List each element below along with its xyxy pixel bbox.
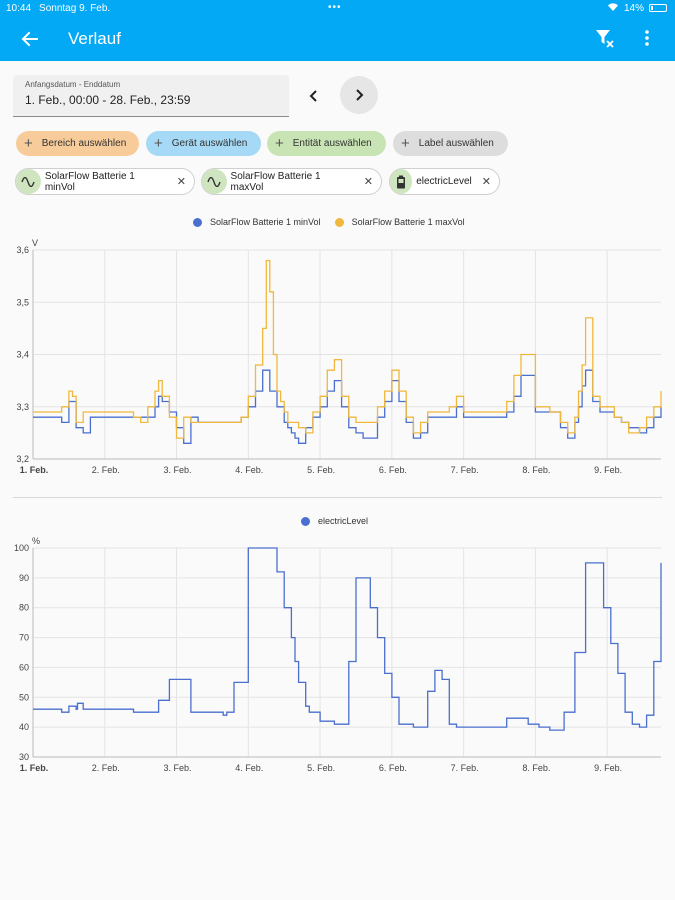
- legend-item-electriclevel[interactable]: electricLevel: [301, 516, 368, 526]
- battery-percent: 14%: [623, 2, 644, 14]
- next-range-button[interactable]: [340, 76, 378, 114]
- legend-item-maxvol[interactable]: SolarFlow Batterie 1 maxVol: [334, 217, 465, 227]
- legend-swatch: [301, 516, 310, 526]
- entity-chip-minvol[interactable]: SolarFlow Batterie 1 minVol ✕: [15, 168, 195, 195]
- x-tick-label: 5. Feb.: [307, 465, 335, 475]
- chevron-right-icon: [356, 89, 364, 101]
- status-time: 10:44: [6, 2, 32, 14]
- y-tick-label: 60: [19, 662, 29, 672]
- plus-icon: +: [154, 135, 163, 152]
- x-tick-label: 7. Feb.: [451, 763, 479, 773]
- y-tick-label: 3,5: [16, 297, 29, 307]
- add-area-chip[interactable]: + Bereich auswählen: [16, 131, 139, 156]
- y-tick-label: 80: [19, 603, 29, 613]
- voltage-chart-legend: SolarFlow Batterie 1 minVol SolarFlow Ba…: [193, 217, 479, 227]
- entity-chip-label: SolarFlow Batterie 1 minVol: [44, 170, 135, 193]
- sine-wave-icon: [16, 169, 41, 194]
- y-tick-label: 90: [19, 573, 29, 583]
- page-title: Verlauf: [68, 28, 121, 48]
- x-tick-label: 8. Feb.: [522, 763, 550, 773]
- x-tick-label: 8. Feb.: [522, 465, 550, 475]
- status-date: Sonntag 9. Feb.: [39, 2, 111, 14]
- entity-chip-label: electricLevel: [416, 176, 472, 187]
- legend-item-minvol[interactable]: SolarFlow Batterie 1 minVol: [193, 217, 321, 227]
- status-bar: 10:44 Sonntag 9. Feb. ••• 14%: [0, 0, 675, 16]
- y-tick-label: 3,4: [16, 350, 29, 360]
- date-range-label: Anfangsdatum - Enddatum: [25, 80, 121, 89]
- x-tick-label: 4. Feb.: [235, 465, 263, 475]
- legend-swatch: [193, 217, 202, 227]
- y-axis-unit-label: V: [32, 238, 38, 248]
- x-tick-label: 1. Feb.: [20, 763, 49, 773]
- previous-range-button[interactable]: [295, 77, 333, 115]
- legend-label: electricLevel: [318, 516, 369, 526]
- add-label-chip[interactable]: + Label auswählen: [393, 131, 508, 156]
- remove-entity-icon[interactable]: ✕: [176, 176, 186, 188]
- sine-wave-icon: [202, 169, 227, 194]
- battery-icon: [649, 4, 667, 12]
- x-tick-label: 1. Feb.: [20, 465, 49, 475]
- x-tick-label: 3. Feb.: [164, 465, 192, 475]
- wifi-icon: [607, 2, 619, 15]
- y-tick-label: 3,3: [16, 402, 29, 412]
- entity-chip-label: SolarFlow Batterie 1 maxVol: [230, 170, 321, 193]
- x-tick-label: 7. Feb.: [451, 465, 479, 475]
- y-axis-unit-label: %: [32, 536, 40, 546]
- app-bar: Verlauf: [0, 16, 675, 61]
- plus-icon: +: [24, 135, 33, 152]
- legend-label: SolarFlow Batterie 1 minVol: [210, 217, 321, 227]
- voltage-chart[interactable]: 3,2 3,3 3,4 3,5 3,6 1. Feb. 2. Feb. 3. Feb. 4. F…: [0, 230, 675, 485]
- remove-entity-icon[interactable]: ✕: [481, 176, 491, 188]
- x-tick-label: 3. Feb.: [164, 763, 192, 773]
- legend-swatch: [334, 217, 344, 227]
- entity-chip-maxvol[interactable]: SolarFlow Batterie 1 maxVol ✕: [201, 168, 382, 195]
- date-range-value: 1. Feb., 00:00 - 28. Feb., 23:59: [25, 93, 191, 107]
- plus-icon: +: [275, 135, 284, 152]
- plus-icon: +: [401, 135, 410, 152]
- arrow-left-icon[interactable]: [16, 25, 44, 53]
- y-tick-label: 70: [19, 633, 29, 643]
- multitasking-dots-icon[interactable]: •••: [328, 2, 342, 13]
- series-line-0: [33, 547, 662, 731]
- add-entity-chip[interactable]: + Entität auswählen: [267, 131, 386, 156]
- x-tick-label: 2. Feb.: [92, 465, 120, 475]
- chart-divider: [13, 497, 662, 498]
- y-tick-label: 100: [14, 543, 29, 553]
- date-range-field[interactable]: Anfangsdatum - Enddatum 1. Feb., 00:00 -…: [13, 75, 289, 117]
- x-tick-label: 5. Feb.: [307, 763, 335, 773]
- x-tick-label: 6. Feb.: [379, 763, 407, 773]
- x-tick-label: 9. Feb.: [594, 763, 622, 773]
- filter-remove-icon[interactable]: [591, 24, 619, 52]
- chevron-left-icon: [309, 90, 317, 102]
- y-tick-label: 50: [19, 692, 29, 702]
- chip-label: Label auswählen: [418, 138, 494, 149]
- add-device-chip[interactable]: + Gerät auswählen: [146, 131, 261, 156]
- y-tick-label: 3,6: [16, 245, 29, 255]
- chip-label: Gerät auswählen: [171, 138, 248, 149]
- y-tick-label: 3,2: [16, 454, 29, 464]
- series-line-1: [33, 259, 662, 439]
- battery-icon: [390, 169, 413, 194]
- x-tick-label: 4. Feb.: [235, 763, 263, 773]
- x-tick-label: 9. Feb.: [594, 465, 622, 475]
- level-chart-legend: electricLevel: [301, 516, 382, 526]
- x-tick-label: 2. Feb.: [92, 763, 120, 773]
- dots-vertical-icon[interactable]: [633, 24, 661, 52]
- electric-level-chart[interactable]: 30 40 50 60 70 80 90 100 1. Feb. 2. Feb. 3. Feb. 4.…: [0, 532, 675, 782]
- entity-chip-electriclevel[interactable]: electricLevel ✕: [389, 168, 500, 195]
- x-tick-label: 6. Feb.: [379, 465, 407, 475]
- chip-label: Bereich auswählen: [41, 138, 127, 149]
- remove-entity-icon[interactable]: ✕: [363, 176, 373, 188]
- chip-label: Entität auswählen: [292, 138, 372, 149]
- y-tick-label: 30: [19, 752, 29, 762]
- y-tick-label: 40: [19, 722, 29, 732]
- legend-label: SolarFlow Batterie 1 maxVol: [351, 217, 465, 227]
